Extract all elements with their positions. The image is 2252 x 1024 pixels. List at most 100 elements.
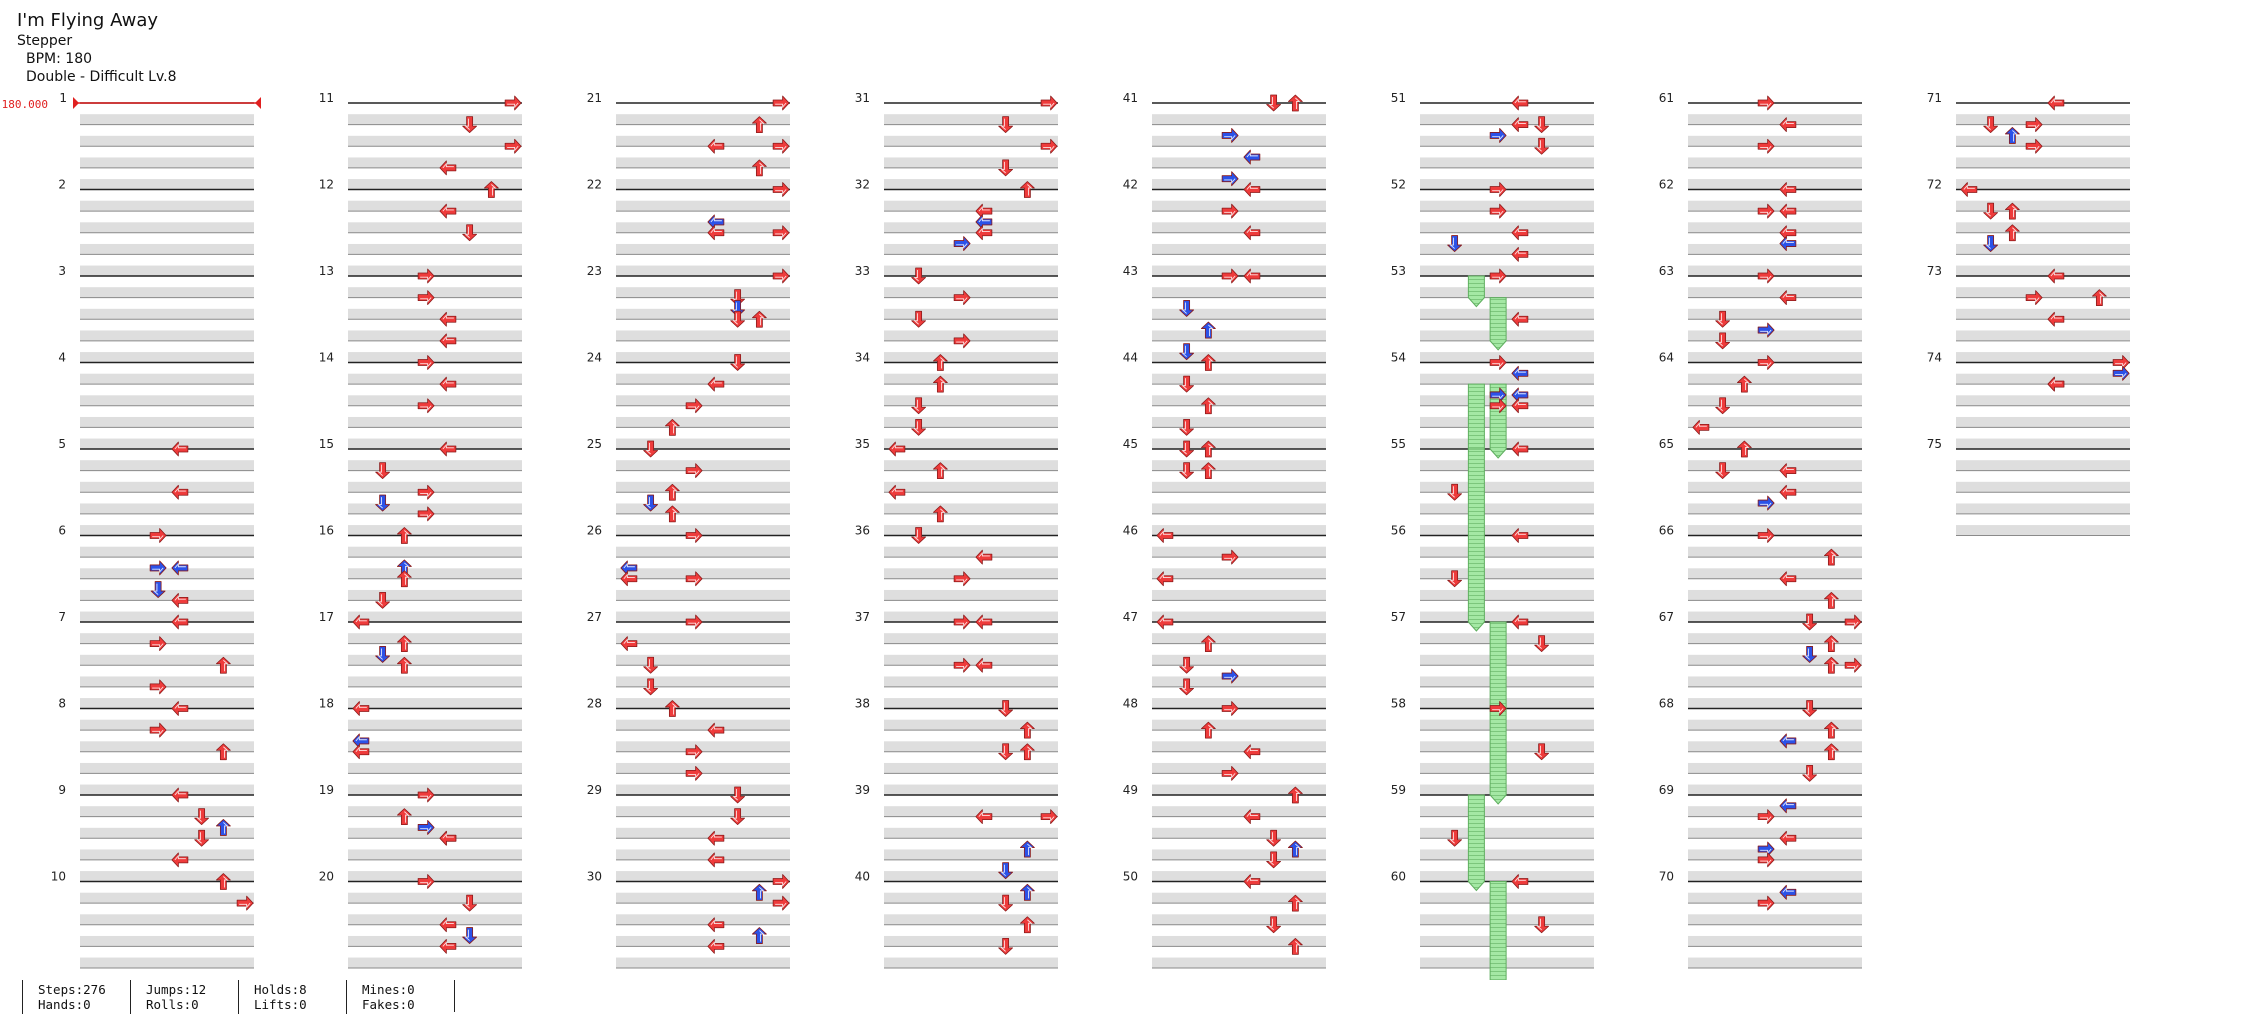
arrow-highlight: [442, 833, 454, 839]
arrow-highlight: [2028, 145, 2040, 152]
arrow-body: [375, 494, 391, 512]
arrow-body: [911, 397, 927, 415]
step-chart: 1234567891011121314151617181920212223242…: [2, 91, 2130, 980]
arrow-body: [998, 159, 1014, 177]
stat-value: Hands:0: [38, 997, 91, 1012]
beat-band: [348, 222, 522, 233]
arrow-body: [1692, 419, 1710, 435]
beat-band: [1152, 222, 1326, 233]
arrow-d: [375, 462, 391, 480]
arrow-l: [1156, 614, 1174, 630]
beat-band: [616, 525, 790, 536]
beat-band: [1688, 200, 1862, 212]
beat-band: [1152, 654, 1326, 666]
arrow-body: [1221, 203, 1239, 219]
arrow-l: [1511, 117, 1529, 133]
beat-band: [1152, 741, 1326, 752]
beat-band: [1956, 135, 2130, 147]
arrow-body: [751, 310, 767, 328]
measure-number: 56: [1391, 524, 1406, 538]
arrow-highlight: [1831, 746, 1837, 758]
arrow-body: [1179, 375, 1195, 393]
arrow-highlight: [442, 314, 454, 320]
arrow-highlight: [1000, 702, 1006, 714]
arrow-highlight: [1449, 832, 1455, 844]
arrow-body: [1823, 656, 1839, 674]
bpm-marker-tick: [255, 97, 261, 109]
arrow-r: [953, 571, 971, 587]
arrow-highlight: [174, 854, 186, 861]
arrow-body: [1757, 203, 1775, 219]
beat-band: [884, 395, 1058, 406]
arrow-d: [462, 224, 478, 242]
measure-number: 22: [587, 178, 602, 192]
arrow-highlight: [1514, 249, 1526, 255]
beat-band: [884, 762, 1058, 774]
beat-band: [1420, 611, 1594, 622]
beat-band: [884, 308, 1058, 320]
arrow-body: [1019, 916, 1035, 934]
beat-band: [80, 914, 254, 925]
difficulty-label: Double - Difficult Lv.8: [26, 69, 177, 85]
arrow-r: [149, 636, 167, 652]
arrow-highlight: [1295, 789, 1301, 801]
beat-band: [80, 654, 254, 666]
arrow-u: [751, 883, 767, 901]
beat-band: [1420, 762, 1594, 774]
measure-number: 60: [1391, 870, 1406, 884]
arrow-highlight: [1043, 145, 1055, 152]
beat-band: [1956, 481, 2130, 493]
arrow-highlight: [1760, 816, 1772, 822]
arrow-body: [504, 138, 522, 154]
arrow-highlight: [1536, 918, 1542, 931]
beat-band: [1420, 892, 1594, 904]
arrow-highlight: [1208, 324, 1214, 337]
arrow-l: [439, 376, 457, 392]
stat-value: Rolls:0: [146, 997, 199, 1012]
arrow-l: [1960, 182, 1978, 197]
arrow-highlight: [978, 811, 990, 817]
beat-band: [1152, 114, 1326, 125]
beat-band: [348, 611, 522, 622]
arrow-body: [1156, 571, 1174, 587]
arrow-r: [953, 236, 971, 251]
arrow-highlight: [1000, 161, 1006, 174]
arrow-body: [1534, 635, 1550, 653]
arrow-highlight: [1782, 487, 1794, 493]
arrow-body: [2004, 202, 2020, 220]
arrow-body: [1511, 398, 1529, 414]
arrow-body: [352, 744, 370, 760]
arrow-l: [1511, 225, 1529, 241]
beat-band: [884, 546, 1058, 558]
arrow-r: [2025, 117, 2043, 133]
arrow-u: [2004, 127, 2020, 144]
beat-band: [1956, 200, 2130, 212]
arrow-highlight: [1760, 145, 1772, 152]
stat-value: Holds:8: [254, 982, 307, 997]
arrow-highlight: [775, 145, 787, 152]
arrow-body: [171, 787, 189, 803]
beat-band: [348, 633, 522, 644]
hold-note: [1489, 297, 1507, 351]
arrow-l: [2047, 268, 2065, 284]
arrow-body: [462, 894, 478, 912]
beat-band: [1420, 546, 1594, 558]
arrow-u: [932, 462, 948, 480]
arrow-highlight: [1514, 97, 1526, 104]
arrow-body: [215, 743, 231, 761]
arrow-highlight: [1514, 876, 1526, 882]
arrow-body: [2091, 289, 2107, 307]
arrow-highlight: [1804, 648, 1810, 660]
arrow-body: [171, 614, 189, 630]
arrow-highlight: [1000, 118, 1006, 130]
arrow-d: [1447, 829, 1463, 847]
arrow-l: [1156, 528, 1174, 543]
arrow-highlight: [1782, 184, 1794, 190]
arrow-d: [1534, 635, 1550, 653]
beat-band: [348, 308, 522, 320]
arrow-highlight: [1744, 378, 1750, 391]
beat-band: [1152, 892, 1326, 904]
arrow-highlight: [1000, 864, 1006, 877]
arrow-highlight: [1224, 773, 1236, 779]
measure-number: 21: [587, 91, 602, 105]
